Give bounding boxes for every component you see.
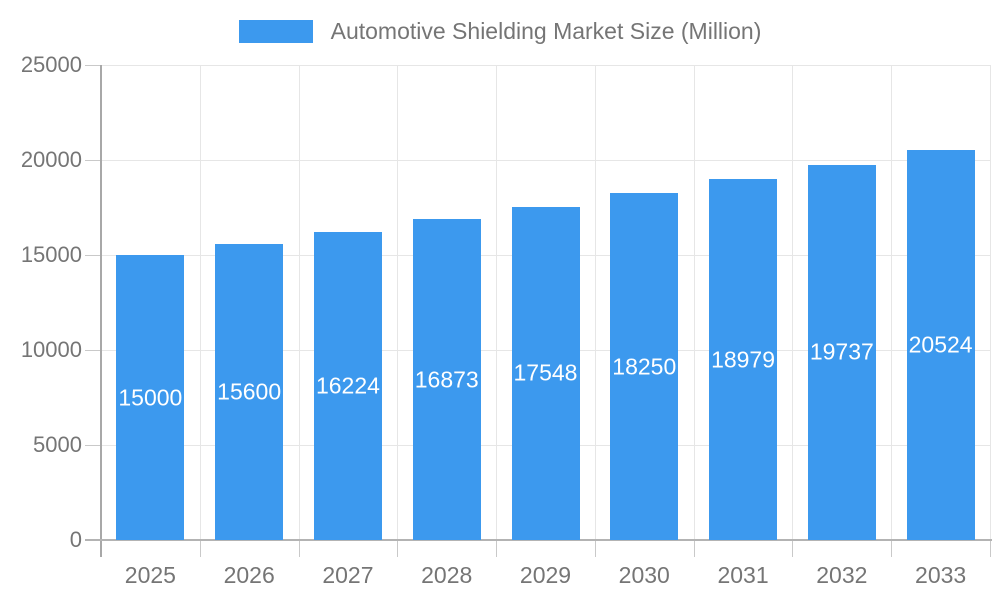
x-axis-tick-label: 2026 <box>223 562 275 588</box>
x-axis-line <box>85 539 992 541</box>
bar[interactable] <box>313 231 382 540</box>
x-axis-tick <box>397 540 399 557</box>
y-axis-tick-label: 20000 <box>20 147 82 172</box>
x-axis-tick <box>199 540 201 557</box>
x-gridline <box>397 65 399 557</box>
y-axis-tick <box>85 445 101 446</box>
bar[interactable] <box>412 219 481 540</box>
x-gridline <box>990 65 991 557</box>
bar[interactable] <box>906 150 975 540</box>
legend-label: Automotive Shielding Market Size (Millio… <box>330 17 762 44</box>
x-gridline <box>199 65 201 557</box>
x-axis-tick-label: 2029 <box>519 562 572 588</box>
y-axis-tick <box>85 350 101 351</box>
x-axis-tick <box>990 540 991 557</box>
y-axis-tick-label: 10000 <box>20 337 82 362</box>
x-gridline <box>298 65 300 557</box>
y-axis-tick <box>85 65 101 66</box>
legend-swatch-icon <box>238 19 313 43</box>
y-axis-tick-label: 5000 <box>33 432 82 457</box>
x-axis-tick-label: 2025 <box>124 562 176 588</box>
x-gridline <box>693 65 695 557</box>
y-axis-line <box>100 65 102 557</box>
legend[interactable]: Automotive Shielding Market Size (Millio… <box>0 14 1000 48</box>
x-axis-tick-label: 2027 <box>322 562 374 588</box>
x-gridline <box>496 65 498 557</box>
y-axis-tick-label: 25000 <box>20 52 82 77</box>
bar[interactable] <box>610 193 679 540</box>
x-axis-tick-label: 2030 <box>618 562 670 588</box>
y-gridline <box>101 65 990 66</box>
x-axis-tick <box>496 540 498 557</box>
y-axis-tick <box>85 160 101 161</box>
bar[interactable] <box>116 255 185 540</box>
x-axis-tick <box>891 540 893 557</box>
x-gridline <box>792 65 794 557</box>
x-axis-tick-label: 2028 <box>421 562 473 588</box>
bar[interactable] <box>511 206 580 540</box>
x-axis-tick <box>693 540 695 557</box>
bar[interactable] <box>709 179 778 540</box>
y-axis-tick-label: 0 <box>69 527 82 552</box>
y-gridline <box>101 160 990 161</box>
x-gridline <box>594 65 596 557</box>
bar[interactable] <box>215 243 284 540</box>
x-axis-tick <box>792 540 794 557</box>
x-axis-tick <box>594 540 596 557</box>
x-axis-tick-label: 2031 <box>717 562 769 588</box>
y-axis-tick <box>85 255 101 256</box>
bar[interactable] <box>807 164 876 540</box>
x-axis-tick-label: 2033 <box>915 562 967 588</box>
x-axis-tick-label: 2032 <box>816 562 868 588</box>
x-axis-tick <box>298 540 300 557</box>
y-axis-tick-label: 15000 <box>20 242 82 267</box>
x-gridline <box>891 65 893 557</box>
